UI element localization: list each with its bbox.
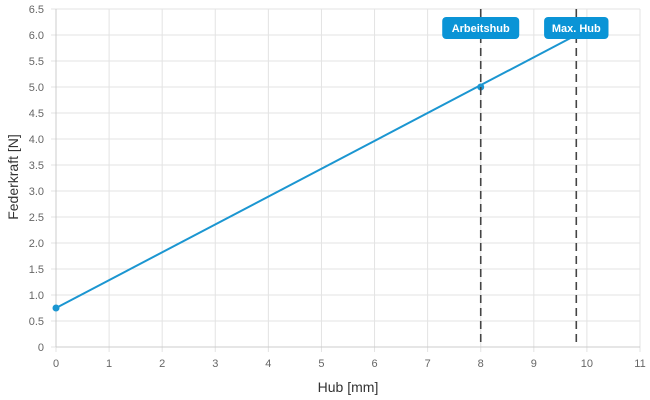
y-tick-label: 4.5 <box>29 108 44 120</box>
y-tick-label: 3.0 <box>29 186 44 198</box>
x-tick-label: 3 <box>212 358 218 370</box>
x-tick-label: 10 <box>581 358 593 370</box>
x-tick-label: 8 <box>478 358 484 370</box>
y-axis-ticks: 0 0.5 1.0 1.5 2.0 2.5 3.0 3.5 4.0 4.5 5.0 5.5 6.0 6.5 <box>29 4 44 354</box>
x-tick-label: 5 <box>318 358 324 370</box>
data-point <box>52 304 60 312</box>
y-tick-label: 5.0 <box>29 82 44 94</box>
y-tick-label: 4.0 <box>29 134 44 146</box>
y-tick-label: 1.5 <box>29 264 44 276</box>
x-tick-label: 9 <box>531 358 537 370</box>
callout-label: Max. Hub <box>552 23 601 35</box>
x-tick-label: 1 <box>106 358 112 370</box>
x-tick-label: 6 <box>371 358 377 370</box>
x-tick-label: 0 <box>53 358 59 370</box>
y-tick-label: 6.0 <box>29 30 44 42</box>
x-tick-label: 2 <box>159 358 165 370</box>
y-tick-label: 0.5 <box>29 316 44 328</box>
y-tick-label: 5.5 <box>29 56 44 68</box>
x-axis-title: Hub [mm] <box>318 379 379 395</box>
reference-callout: Max. Hub <box>544 17 609 39</box>
y-tick-label: 3.5 <box>29 160 44 172</box>
y-axis-title: Federkraft [N] <box>5 134 21 220</box>
x-tick-label: 11 <box>634 358 645 370</box>
grid <box>51 8 641 352</box>
callout-box <box>442 17 520 39</box>
y-tick-label: 6.5 <box>29 4 44 16</box>
y-tick-label: 0 <box>38 342 44 354</box>
reference-lines: Arbeitshub Max. Hub <box>442 9 609 347</box>
x-tick-label: 4 <box>265 358 271 370</box>
reference-callout: Arbeitshub <box>442 17 520 39</box>
callout-box <box>544 17 609 39</box>
x-axis-ticks: 0 1 2 3 4 5 6 7 8 9 10 11 <box>53 358 646 370</box>
callout-label: Arbeitshub <box>452 23 510 35</box>
x-tick-label: 7 <box>425 358 431 370</box>
y-tick-label: 1.0 <box>29 290 44 302</box>
y-tick-label: 2.0 <box>29 238 44 250</box>
y-tick-label: 2.5 <box>29 212 44 224</box>
series-layer <box>52 34 577 312</box>
series-line <box>55 34 577 309</box>
